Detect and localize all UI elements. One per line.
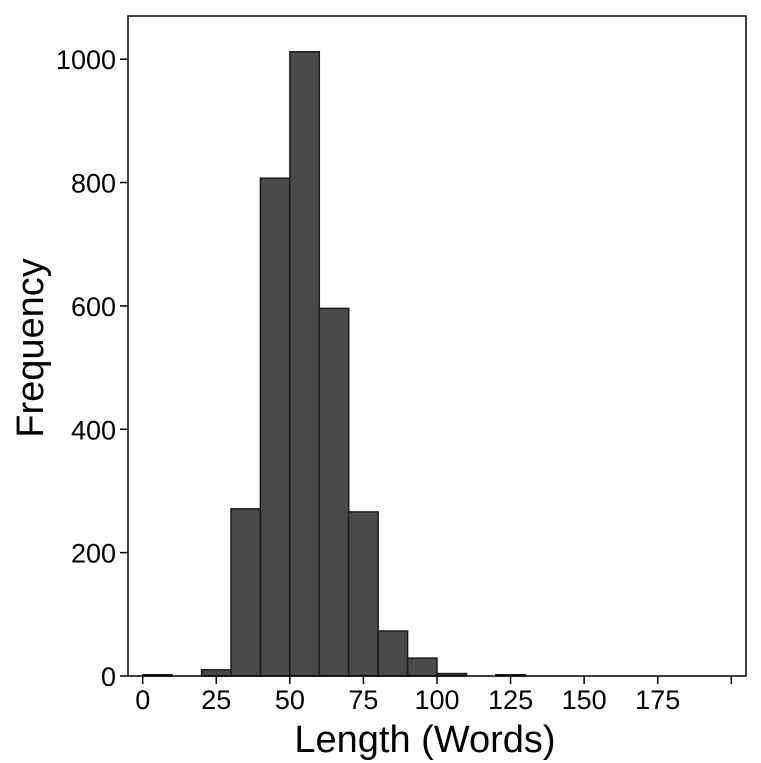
x-tick-label: 125 — [488, 685, 533, 715]
y-tick-label: 600 — [71, 292, 116, 322]
plot-frame — [127, 15, 747, 677]
x-tick-label: 0 — [135, 685, 150, 715]
x-tick-label: 50 — [275, 685, 305, 715]
histogram-bar — [406, 657, 438, 677]
histogram-bar — [347, 511, 379, 677]
y-tick-label: 0 — [101, 662, 116, 692]
histogram-bar — [200, 669, 232, 677]
axes-layer: 0 200 400 600 800 1000 0 25 50 75 100 125 150 175 — [56, 15, 747, 715]
histogram-bar — [318, 307, 350, 677]
x-tick-label: 75 — [348, 685, 378, 715]
y-tick-label: 400 — [71, 415, 116, 445]
x-tick-label: 150 — [562, 685, 607, 715]
bars-layer — [141, 51, 527, 677]
x-tick-label: 175 — [635, 685, 680, 715]
y-tick-label: 800 — [71, 169, 116, 199]
x-tick-label: 100 — [414, 685, 459, 715]
y-axis-title: Frequency — [10, 258, 52, 438]
histogram-bar — [377, 630, 409, 677]
y-tick-label: 1000 — [56, 45, 116, 75]
histogram-bar — [289, 51, 321, 677]
y-tick-label: 200 — [71, 539, 116, 569]
histogram-bar — [259, 177, 291, 677]
histogram-bar — [230, 508, 262, 677]
x-axis-title: Length (Words) — [294, 719, 555, 761]
x-tick-label: 25 — [201, 685, 231, 715]
